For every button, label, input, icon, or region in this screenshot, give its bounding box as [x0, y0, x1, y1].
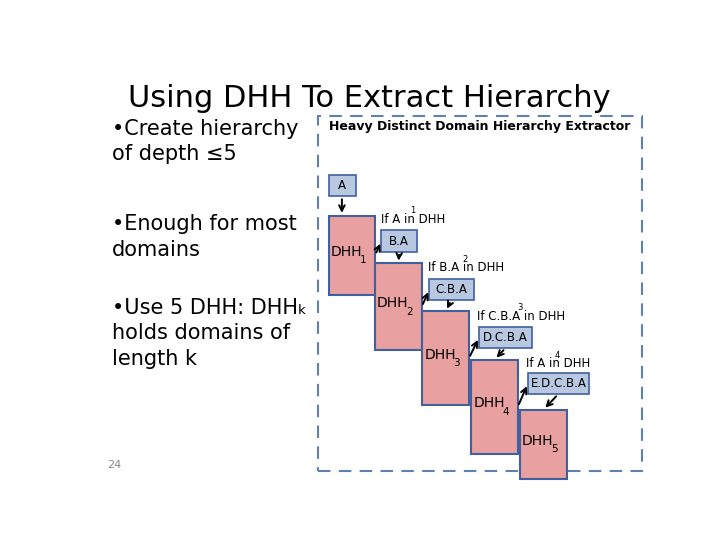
Text: •Create hierarchy
of depth ≤5: •Create hierarchy of depth ≤5	[112, 119, 299, 165]
FancyBboxPatch shape	[528, 373, 589, 394]
Text: If B.A in DHH: If B.A in DHH	[428, 261, 504, 274]
Text: •Enough for most
domains: •Enough for most domains	[112, 214, 297, 260]
Text: B.A: B.A	[390, 234, 409, 248]
FancyBboxPatch shape	[423, 311, 469, 405]
FancyBboxPatch shape	[429, 279, 474, 300]
Text: 4: 4	[503, 407, 509, 417]
FancyBboxPatch shape	[329, 175, 356, 197]
Text: If A in DHH: If A in DHH	[381, 213, 445, 226]
FancyBboxPatch shape	[479, 327, 532, 348]
Text: If A in DHH: If A in DHH	[526, 357, 590, 370]
Text: A: A	[338, 179, 346, 192]
FancyBboxPatch shape	[520, 410, 567, 479]
Text: C.B.A: C.B.A	[436, 283, 467, 296]
Text: 2: 2	[406, 307, 413, 316]
Text: If C.B.A in DHH: If C.B.A in DHH	[477, 309, 565, 323]
FancyBboxPatch shape	[329, 215, 375, 295]
Text: DHH: DHH	[330, 245, 362, 259]
Text: Using DHH To Extract Hierarchy: Using DHH To Extract Hierarchy	[127, 84, 611, 112]
Text: 3: 3	[517, 303, 522, 313]
Text: 3: 3	[454, 358, 460, 368]
FancyBboxPatch shape	[382, 231, 417, 252]
Text: •Use 5 DHH: DHHₖ
holds domains of
length k: •Use 5 DHH: DHHₖ holds domains of length…	[112, 298, 307, 369]
FancyBboxPatch shape	[375, 264, 422, 350]
Text: Heavy Distinct Domain Hierarchy Extractor: Heavy Distinct Domain Hierarchy Extracto…	[329, 120, 631, 133]
Text: 1: 1	[360, 255, 366, 265]
Text: DHH: DHH	[473, 396, 505, 410]
Text: DHH: DHH	[377, 296, 409, 310]
Text: DHH: DHH	[522, 434, 554, 448]
Text: D.C.B.A: D.C.B.A	[483, 331, 528, 344]
Text: 4: 4	[555, 351, 560, 360]
Text: E.D.C.B.A: E.D.C.B.A	[531, 377, 586, 390]
FancyBboxPatch shape	[472, 360, 518, 454]
Text: 24: 24	[107, 460, 121, 470]
Text: 1: 1	[410, 206, 415, 215]
Text: DHH: DHH	[424, 348, 456, 362]
Text: 5: 5	[552, 444, 558, 454]
Text: 2: 2	[463, 255, 468, 264]
